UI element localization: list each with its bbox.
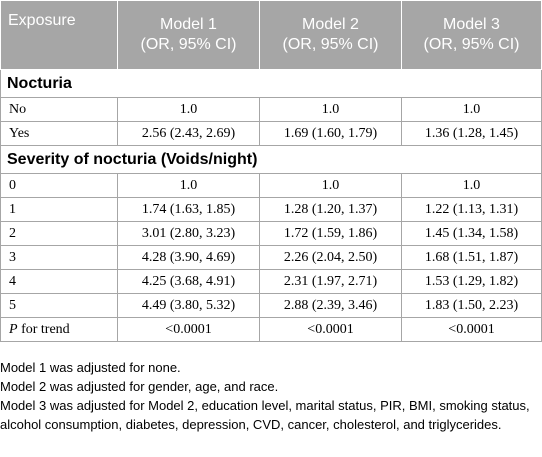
trend-model-2: <0.0001 [259,317,402,342]
header-model-3-name: Model 3 [443,16,500,33]
cell-model-1: 2.56 (2.43, 2.69) [117,121,260,146]
cell-model-1: 1.0 [117,97,260,122]
cell-model-1: 3.01 (2.80, 3.23) [117,221,260,246]
header-model-1: Model 1 (OR, 95% CI) [117,0,260,70]
row-label: 4 [0,269,118,294]
table-row: 2 3.01 (2.80, 3.23) 1.72 (1.59, 1.86) 1.… [0,221,542,246]
trend-row: P for trend <0.0001 <0.0001 <0.0001 [0,317,542,342]
section-row-nocturia: Nocturia [0,69,542,98]
cell-model-2: 1.69 (1.60, 1.79) [259,121,402,146]
footnote-model-3: Model 3 was adjusted for Model 2, educat… [0,398,530,432]
row-label: 1 [0,197,118,222]
trend-label: P for trend [0,317,118,342]
row-label: 3 [0,245,118,270]
row-label: 2 [0,221,118,246]
header-exposure: Exposure [0,0,118,70]
cell-model-2: 2.88 (2.39, 3.46) [259,293,402,318]
odds-ratio-table: Exposure Model 1 (OR, 95% CI) Model 2 (O… [0,0,542,342]
header-model-1-name: Model 1 [160,16,217,33]
header-row: Exposure Model 1 (OR, 95% CI) Model 2 (O… [0,0,542,70]
table-row: 1 1.74 (1.63, 1.85) 1.28 (1.20, 1.37) 1.… [0,197,542,222]
cell-model-2: 2.31 (1.97, 2.71) [259,269,402,294]
header-model-2-sub: (OR, 95% CI) [282,36,379,53]
cell-model-2: 2.26 (2.04, 2.50) [259,245,402,270]
cell-model-2: 1.0 [259,97,402,122]
row-label: No [0,97,118,122]
cell-model-3: 1.0 [401,173,542,198]
footnote-model-1: Model 1 was adjusted for none. [0,360,181,375]
trend-p-symbol: P [9,321,18,337]
table-row: 0 1.0 1.0 1.0 [0,173,542,198]
header-model-2-name: Model 2 [302,16,359,33]
table-row: 5 4.49 (3.80, 5.32) 2.88 (2.39, 3.46) 1.… [0,293,542,318]
cell-model-2: 1.0 [259,173,402,198]
row-label: 5 [0,293,118,318]
row-label: Yes [0,121,118,146]
cell-model-1: 4.49 (3.80, 5.32) [117,293,260,318]
header-model-3: Model 3 (OR, 95% CI) [401,0,542,70]
cell-model-1: 4.25 (3.68, 4.91) [117,269,260,294]
cell-model-1: 1.74 (1.63, 1.85) [117,197,260,222]
table-row: No 1.0 1.0 1.0 [0,97,542,122]
cell-model-1: 4.28 (3.90, 4.69) [117,245,260,270]
trend-model-3: <0.0001 [401,317,542,342]
cell-model-2: 1.28 (1.20, 1.37) [259,197,402,222]
cell-model-3: 1.45 (1.34, 1.58) [401,221,542,246]
results-table-wrap: Exposure Model 1 (OR, 95% CI) Model 2 (O… [0,0,542,342]
trend-model-1: <0.0001 [117,317,260,342]
cell-model-1: 1.0 [117,173,260,198]
cell-model-3: 1.36 (1.28, 1.45) [401,121,542,146]
header-model-1-sub: (OR, 95% CI) [140,36,237,53]
section-title: Severity of nocturia (Voids/night) [0,145,542,174]
section-row-severity: Severity of nocturia (Voids/night) [0,145,542,174]
cell-model-3: 1.53 (1.29, 1.82) [401,269,542,294]
table-row: Yes 2.56 (2.43, 2.69) 1.69 (1.60, 1.79) … [0,121,542,146]
cell-model-3: 1.22 (1.13, 1.31) [401,197,542,222]
table-footnotes: Model 1 was adjusted for none. Model 2 w… [0,358,542,434]
trend-label-text: for trend [17,321,70,337]
cell-model-3: 1.0 [401,97,542,122]
footnote-model-2: Model 2 was adjusted for gender, age, an… [0,379,279,394]
header-model-2: Model 2 (OR, 95% CI) [259,0,402,70]
cell-model-2: 1.72 (1.59, 1.86) [259,221,402,246]
table-row: 4 4.25 (3.68, 4.91) 2.31 (1.97, 2.71) 1.… [0,269,542,294]
cell-model-3: 1.83 (1.50, 2.23) [401,293,542,318]
row-label: 0 [0,173,118,198]
table-row: 3 4.28 (3.90, 4.69) 2.26 (2.04, 2.50) 1.… [0,245,542,270]
header-model-3-sub: (OR, 95% CI) [423,36,520,53]
section-title: Nocturia [0,69,542,98]
cell-model-3: 1.68 (1.51, 1.87) [401,245,542,270]
